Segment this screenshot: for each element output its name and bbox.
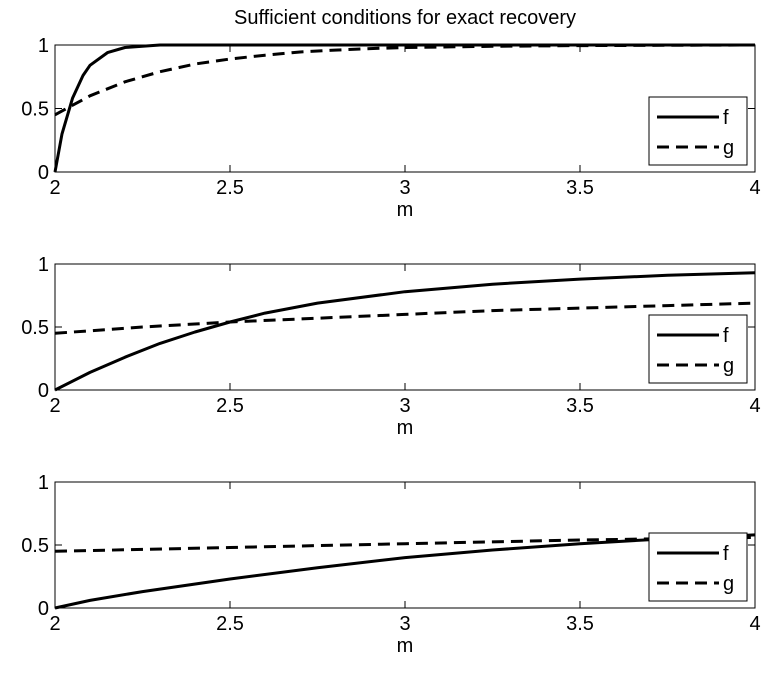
- y-tick-label: 1: [38, 35, 49, 57]
- subplot-3: 2 2.5 3 3.5 4 0 0.5 1 m fg: [21, 472, 760, 657]
- y-tick-label: 0.5: [21, 317, 49, 339]
- x-tick-label: 4: [749, 395, 760, 417]
- legend-box: [648, 314, 748, 384]
- x-tick-label: 2: [49, 613, 60, 635]
- legend-label-g: g: [723, 355, 734, 377]
- x-axis-label: m: [397, 417, 414, 439]
- legend-label-g: g: [723, 137, 734, 159]
- axes-box: [54, 44, 756, 173]
- legend-box: [648, 532, 748, 602]
- legend-box: [648, 96, 748, 166]
- y-tick-label: 1: [38, 472, 49, 494]
- y-tick-label: 0.5: [21, 99, 49, 121]
- x-tick-label: 2: [49, 395, 60, 417]
- x-tick-label: 2.5: [216, 177, 244, 199]
- x-tick-label: 2: [49, 177, 60, 199]
- legend: fg: [648, 532, 748, 602]
- y-tick-label: 0: [38, 598, 49, 620]
- series-line-f: [54, 271, 756, 392]
- x-tick-label: 2.5: [216, 613, 244, 635]
- legend-label-g: g: [723, 573, 734, 595]
- subplot-2: 2 2.5 3 3.5 4 0 0.5 1 m fg: [21, 254, 760, 439]
- x-tick-label: 3.5: [566, 613, 594, 635]
- x-tick-label: 3.5: [566, 395, 594, 417]
- x-tick-label: 3: [399, 613, 410, 635]
- subplot-1: 2 2.5 3 3.5 4 0 0.5 1 m fg: [21, 35, 760, 221]
- x-axis-label: m: [397, 635, 414, 657]
- series-line-g: [54, 43, 756, 117]
- series-line-g: [54, 301, 756, 335]
- legend-label-f: f: [723, 107, 729, 129]
- legend: fg: [648, 96, 748, 166]
- x-tick-label: 3.5: [566, 177, 594, 199]
- y-tick-label: 1: [38, 254, 49, 276]
- x-tick-label: 3: [399, 177, 410, 199]
- legend: fg: [648, 314, 748, 384]
- series-line-g: [54, 535, 756, 553]
- y-tick-label: 0.5: [21, 535, 49, 557]
- y-tick-label: 0: [38, 380, 49, 402]
- x-tick-label: 2.5: [216, 395, 244, 417]
- legend-label-f: f: [723, 325, 729, 347]
- x-axis-label: m: [397, 199, 414, 221]
- x-tick-label: 4: [749, 613, 760, 635]
- chart-title: Sufficient conditions for exact recovery: [234, 7, 576, 29]
- axes-box: [54, 263, 756, 391]
- series-line-f: [53, 43, 755, 173]
- x-tick-label: 4: [749, 177, 760, 199]
- x-tick-label: 3: [399, 395, 410, 417]
- y-tick-label: 0: [38, 162, 49, 184]
- series-line-f: [54, 533, 756, 610]
- legend-label-f: f: [723, 543, 729, 565]
